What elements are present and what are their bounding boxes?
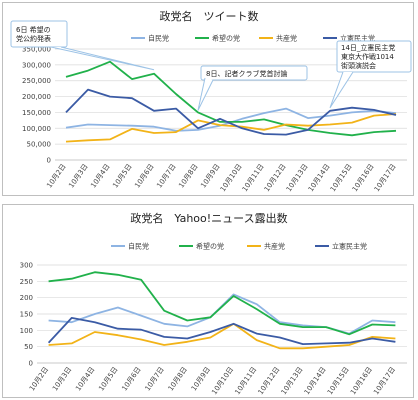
x-tick-label: 10月16日 [349,366,374,397]
x-tick-label: 10月2日 [28,366,50,393]
x-tick-label: 10月11日 [234,366,259,397]
y-tick-label: 350,000 [22,46,51,54]
x-tick-label: 10月5日 [97,366,119,393]
x-tick-label: 10月9日 [190,366,212,393]
callout-text-8th: 8日、記者クラブ党首討論 [206,69,287,78]
yahoo-news-chart-panel: 政党名 Yahoo!ニュース露出数自民党 希望の党 共産党 立憲民主党 0 50 100 15… [2,204,414,398]
x-tick-label: 10月4日 [89,163,111,190]
y-tick-label: 150,000 [22,109,51,117]
x-tick-label: 10月2日 [45,163,67,190]
series-line-2 [48,322,396,350]
series-line-0 [65,107,397,132]
y-tick-label: 150 [20,311,33,319]
x-tick-label: 10月3日 [67,163,89,190]
x-tick-label: 10月10日 [210,366,235,397]
series-line-2 [65,113,397,143]
legend-label-3: 立憲民主党 [340,34,375,43]
y-tick-label: 100,000 [22,125,51,133]
legend-label-1: 希望の党 [212,34,240,43]
callout-pointer-8th [197,77,214,111]
y-tick-label: 250,000 [22,77,51,85]
y-tick-label: 50 [24,343,33,351]
callout-text-14th: 東京大作戦1014 [341,52,394,61]
x-tick-label: 10月9日 [199,163,221,190]
x-tick-label: 10月12日 [257,366,282,397]
y-tick-label: 300,000 [22,61,51,69]
series-line-3 [47,317,396,346]
x-tick-label: 10月15日 [326,366,351,397]
x-tick-label: 10月3日 [51,366,73,393]
y-tick-label: 0 [47,157,51,165]
chart-title: 政党名 Yahoo!ニュース露出数 [130,211,287,225]
x-tick-label: 10月8日 [167,366,189,393]
callout-box-8th [200,65,308,81]
callout-text-6th: 党公約発表 [16,34,51,43]
chart-title: 政党名 ツイート数 [160,9,259,23]
callout-box-6th [10,20,68,48]
legend-label-2: 共産党 [276,34,297,43]
x-tick-label: 10月5日 [111,163,133,190]
legend-label-3: 立憲民主党 [332,242,367,251]
y-tick-label: 300 [20,262,33,270]
x-tick-label: 10月7日 [155,163,177,190]
legend-label-1: 希望の党 [196,242,224,251]
callout-pointer-14th [329,71,354,109]
x-tick-label: 10月13日 [280,366,305,397]
y-tick-label: 250 [20,278,33,286]
y-tick-label: 200,000 [22,93,51,101]
callout-text-6th: 6日 希望の [16,25,51,34]
y-tick-label: 100 [20,327,33,335]
legend-label-0: 自民党 [128,242,149,251]
tweet-chart-panel: 政党名 ツイート数自民党 希望の党 共産党 立憲民主党 0 50,000 100,000 15… [2,2,414,196]
legend-label-2: 共産党 [264,242,285,251]
x-tick-label: 10月7日 [144,366,166,393]
x-tick-label: 10月6日 [120,366,142,393]
x-tick-label: 10月17日 [373,163,398,194]
y-tick-label: 50,000 [27,141,52,149]
x-tick-label: 10月4日 [74,366,96,393]
series-line-1 [48,271,396,336]
legend-label-0: 自民党 [148,34,169,43]
x-tick-label: 10月6日 [133,163,155,190]
x-tick-label: 10月17日 [372,366,397,397]
x-tick-label: 10月8日 [177,163,199,190]
callout-text-14th: 14日_立憲民主党 [341,43,395,52]
callout-pointer-6th [50,46,155,71]
y-tick-label: 200 [20,294,33,302]
callout-box-14th [336,40,412,73]
series-line-1 [65,60,397,137]
series-line-3 [65,88,397,136]
callout-text-14th: 街頭演説会 [341,61,376,70]
y-tick-label: 0 [29,360,33,368]
x-tick-label: 10月14日 [303,366,328,397]
